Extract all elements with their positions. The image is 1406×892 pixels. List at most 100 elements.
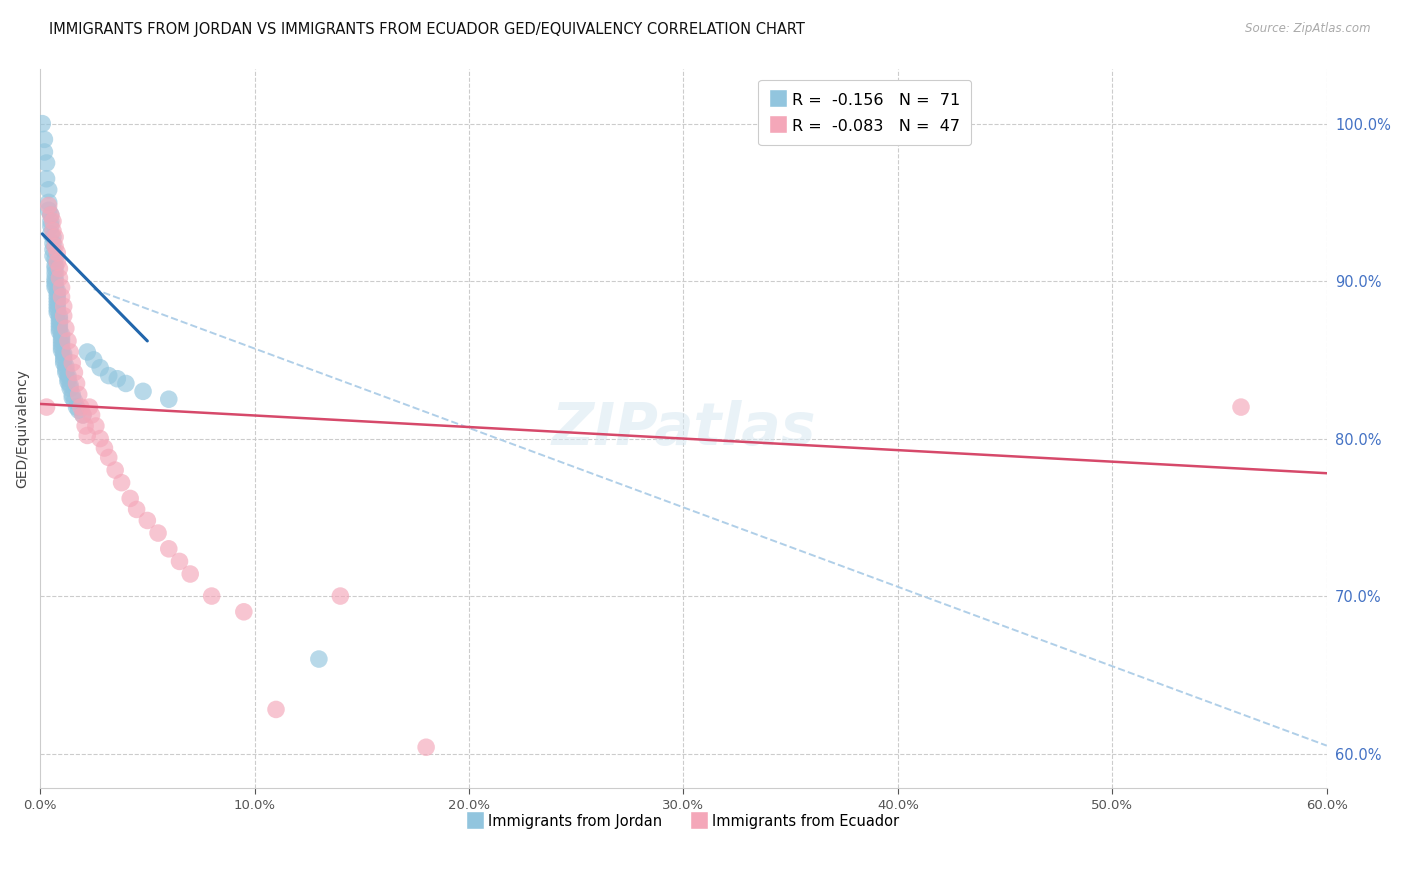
Point — [51, 280, 73, 294]
Point — [38, 183, 60, 197]
Point — [56, 372, 79, 386]
Point — [65, 400, 87, 414]
Point — [110, 475, 132, 490]
Point — [97, 450, 120, 465]
Point — [76, 345, 98, 359]
Point — [35, 156, 58, 170]
Point — [84, 419, 107, 434]
Point — [42, 214, 65, 228]
Text: Source: ZipAtlas.com: Source: ZipAtlas.com — [1246, 22, 1371, 36]
Point — [42, 243, 65, 257]
Point — [46, 245, 69, 260]
Point — [59, 345, 82, 359]
Point — [44, 266, 66, 280]
Point — [35, 400, 58, 414]
Point — [1230, 400, 1253, 414]
Point — [55, 362, 77, 376]
Point — [51, 337, 73, 351]
Point — [39, 227, 62, 241]
Point — [44, 271, 66, 285]
Point — [59, 378, 82, 392]
Point — [46, 284, 69, 298]
Point — [104, 463, 127, 477]
Point — [46, 255, 69, 269]
Point — [308, 652, 330, 666]
Point — [415, 740, 437, 755]
Point — [76, 428, 98, 442]
Point — [39, 208, 62, 222]
Point — [52, 356, 75, 370]
Point — [42, 230, 65, 244]
Point — [70, 400, 93, 414]
Point — [46, 305, 69, 319]
Point — [55, 359, 77, 373]
Point — [75, 419, 97, 434]
Point — [56, 375, 79, 389]
Point — [72, 408, 94, 422]
Point — [83, 352, 105, 367]
Point — [31, 117, 53, 131]
Text: IMMIGRANTS FROM JORDAN VS IMMIGRANTS FROM ECUADOR GED/EQUIVALENCY CORRELATION CH: IMMIGRANTS FROM JORDAN VS IMMIGRANTS FRO… — [49, 22, 806, 37]
Point — [51, 334, 73, 348]
Point — [60, 391, 83, 405]
Point — [115, 376, 138, 391]
Point — [65, 376, 87, 391]
Point — [46, 302, 69, 317]
Point — [157, 392, 180, 407]
Point — [157, 541, 180, 556]
Point — [55, 321, 77, 335]
Point — [179, 567, 201, 582]
Point — [63, 366, 86, 380]
Point — [52, 299, 75, 313]
Point — [55, 366, 77, 380]
Point — [48, 312, 70, 326]
Point — [44, 230, 66, 244]
Point — [169, 554, 191, 568]
Y-axis label: GED/Equivalency: GED/Equivalency — [15, 369, 30, 488]
Point — [46, 293, 69, 307]
Point — [52, 350, 75, 364]
Point — [35, 171, 58, 186]
Point — [59, 381, 82, 395]
Point — [60, 387, 83, 401]
Point — [97, 368, 120, 383]
Point — [329, 589, 352, 603]
Point — [51, 343, 73, 358]
Point — [42, 236, 65, 251]
Point — [72, 408, 94, 422]
Point — [48, 315, 70, 329]
Point — [48, 271, 70, 285]
Point — [201, 589, 224, 603]
Point — [51, 327, 73, 342]
Point — [48, 309, 70, 323]
Point — [89, 360, 111, 375]
Point — [44, 277, 66, 292]
Point — [51, 340, 73, 354]
Point — [105, 372, 128, 386]
Point — [67, 387, 90, 401]
Point — [51, 331, 73, 345]
Point — [48, 325, 70, 339]
Point — [38, 198, 60, 212]
Point — [52, 309, 75, 323]
Point — [46, 299, 69, 313]
Point — [39, 214, 62, 228]
Point — [38, 195, 60, 210]
Point — [46, 286, 69, 301]
Point — [56, 368, 79, 383]
Point — [44, 280, 66, 294]
Point — [44, 252, 66, 266]
Point — [34, 132, 56, 146]
Legend: Immigrants from Jordan, Immigrants from Ecuador: Immigrants from Jordan, Immigrants from … — [463, 807, 905, 835]
Point — [46, 290, 69, 304]
Point — [42, 224, 65, 238]
Point — [136, 513, 159, 527]
Point — [48, 261, 70, 276]
Point — [232, 605, 254, 619]
Point — [39, 208, 62, 222]
Point — [125, 502, 148, 516]
Point — [63, 393, 86, 408]
Point — [89, 432, 111, 446]
Point — [38, 203, 60, 218]
Point — [132, 384, 155, 399]
